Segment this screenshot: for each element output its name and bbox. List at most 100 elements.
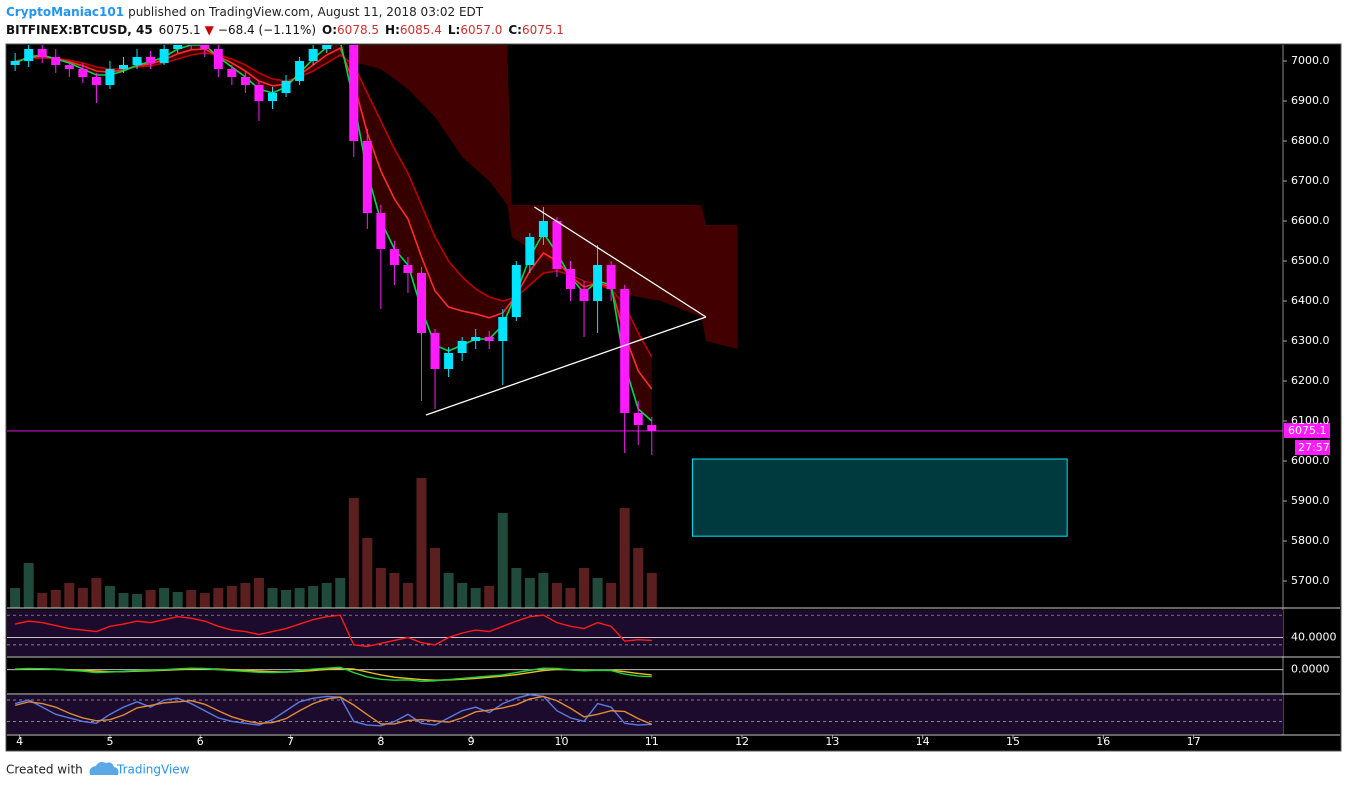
countdown: 27:57 [1298, 441, 1330, 454]
x-tick-label: 16 [1096, 735, 1110, 748]
candle-body [538, 221, 548, 237]
candle-body [281, 81, 291, 93]
candle-body [64, 65, 74, 69]
y-tick-label: 6000.0 [1291, 454, 1330, 467]
volume-bar [23, 563, 34, 608]
volume-bar [145, 590, 156, 608]
trend-line [534, 206, 707, 318]
candle-body [444, 353, 454, 369]
volume-bar [37, 593, 48, 608]
ohlc-value: 6057.0 [460, 23, 502, 37]
x-tick-label: 11 [645, 735, 659, 748]
volume-bar [172, 592, 183, 608]
volume-bar [186, 590, 197, 608]
ohlc-label: H: [385, 23, 400, 37]
volume-bar [430, 548, 441, 608]
footer-text: Created with [6, 763, 83, 777]
volume-bar [294, 588, 305, 608]
candle-body [620, 289, 630, 413]
price-label: 6075.1 [1288, 424, 1327, 437]
candle-body [552, 221, 562, 269]
volume-bar [470, 588, 481, 608]
candle-body [376, 213, 386, 249]
candle-body [579, 289, 589, 301]
x-tick-label: 7 [287, 735, 294, 748]
y-tick-label: 6700.0 [1291, 174, 1330, 187]
pane-background [7, 695, 1283, 734]
candle-body [227, 69, 237, 77]
volume-bar [633, 548, 644, 608]
candle-body [362, 141, 372, 213]
brand[interactable]: TradingView [116, 763, 190, 777]
candle-body [91, 77, 101, 85]
volume-bar [10, 588, 21, 608]
volume-bar [524, 578, 535, 608]
candle-body [200, 45, 210, 49]
cloud [349, 45, 738, 349]
volume-bar [335, 578, 346, 608]
candle-body [633, 413, 643, 425]
y-tick-label: 6800.0 [1291, 134, 1330, 147]
ohlc-value: 6078.5 [337, 23, 379, 37]
candle-body [647, 425, 657, 431]
logo[interactable] [89, 762, 119, 775]
volume-bar [348, 498, 359, 608]
arrow: ▼ [205, 23, 215, 37]
volume-bar [551, 583, 562, 608]
x-tick-label: 9 [468, 735, 475, 748]
y-tick-label: 6200.0 [1291, 374, 1330, 387]
change: −68.4 (−1.11%) [218, 23, 316, 37]
ohlc-value: 6085.4 [400, 23, 442, 37]
y-tick-label: 6500.0 [1291, 254, 1330, 267]
volume-bar [308, 586, 319, 608]
volume-bar [619, 508, 630, 608]
y-tick-label: 6600.0 [1291, 214, 1330, 227]
candle-body [78, 69, 88, 77]
candle-body [213, 49, 223, 69]
candle-body [525, 237, 535, 265]
volume-bar [497, 513, 508, 608]
x-tick-label: 14 [916, 735, 930, 748]
volume-bar [606, 583, 617, 608]
y-tick-label: 5800.0 [1291, 534, 1330, 547]
volume-bar [484, 586, 495, 608]
volume-bar [538, 573, 549, 608]
candle-body [430, 333, 440, 369]
price-pane [10, 45, 1068, 608]
target-box [691, 458, 1068, 537]
ribbon-fill [15, 45, 652, 421]
volume-bar [91, 578, 102, 608]
candle-body [403, 265, 413, 273]
ohlc-label: L: [448, 23, 460, 37]
candle-body [24, 49, 34, 61]
x-tick-label: 6 [197, 735, 204, 748]
candle-body [267, 93, 277, 101]
volume-bar [253, 578, 264, 608]
candle-body [159, 49, 169, 63]
last: 6075.1 [159, 23, 201, 37]
candle-body [484, 337, 494, 341]
header-line: CryptoManiac101 published on TradingView.… [6, 5, 484, 19]
published: published on TradingView.com, August 11,… [128, 5, 484, 19]
y-tick-label: 6300.0 [1291, 334, 1330, 347]
candle-body [511, 265, 521, 317]
author[interactable]: CryptoManiac101 [6, 5, 124, 19]
volume-bar [592, 578, 603, 608]
volume-bar [443, 573, 454, 608]
volume-bar [199, 593, 210, 608]
indicator-line [14, 695, 653, 725]
symbol: BITFINEX:BTCUSD, 45 [6, 23, 153, 37]
candle-body [349, 45, 359, 141]
y-tick-label: 5900.0 [1291, 494, 1330, 507]
volume-bar [362, 538, 373, 608]
pane-background [7, 610, 1283, 656]
candle-body [118, 65, 128, 69]
indicator-line [14, 693, 652, 727]
volume-bar [402, 583, 413, 608]
candle-body [10, 61, 20, 65]
indicator-line [15, 666, 652, 683]
y-tick-label: 40.0000 [1291, 630, 1337, 643]
volume-bar [565, 588, 576, 608]
